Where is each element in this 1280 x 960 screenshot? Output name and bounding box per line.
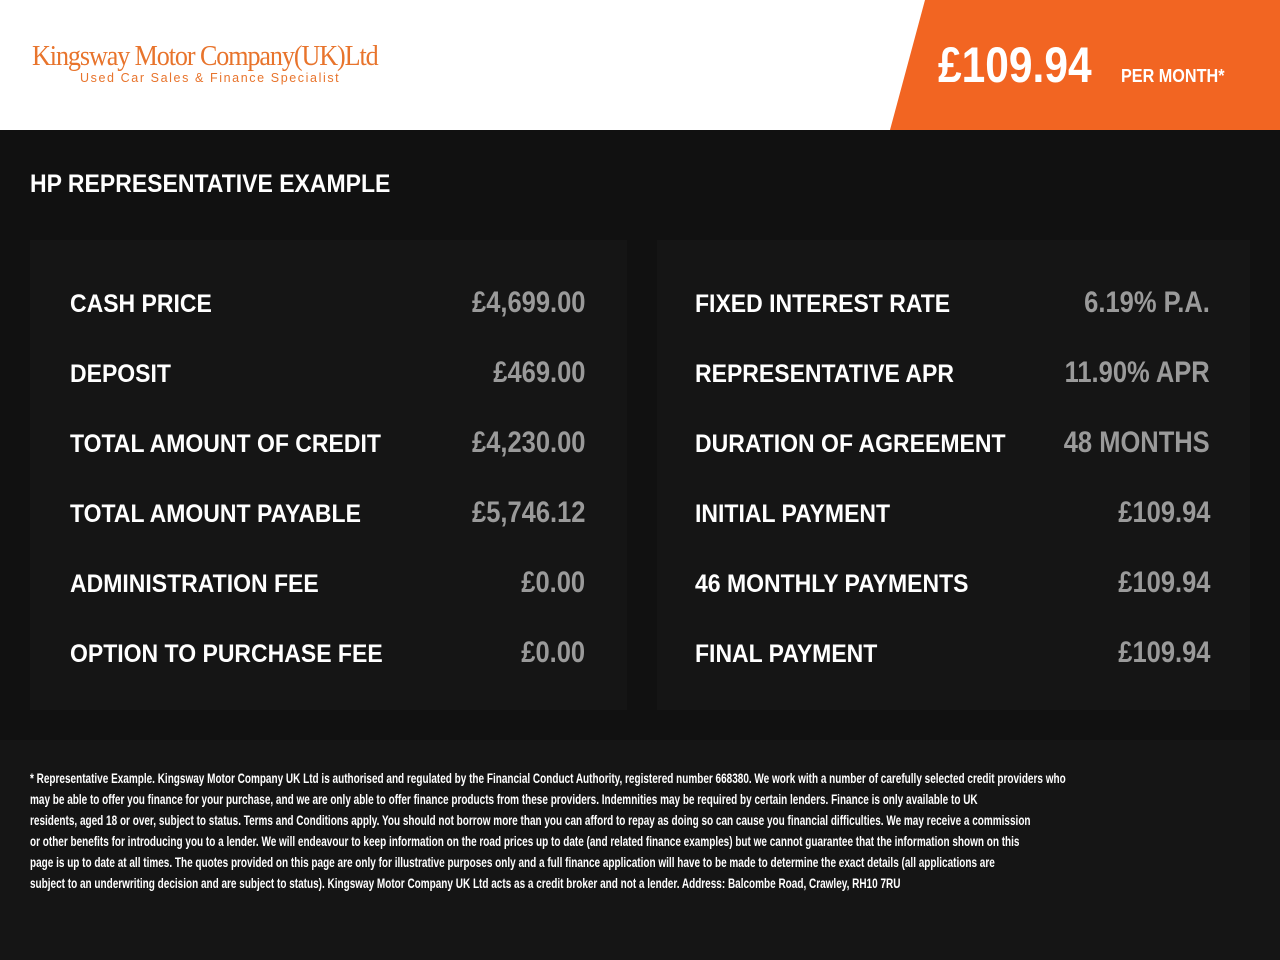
row-label: CASH PRICE — [70, 290, 212, 318]
tagline: Used Car Sales & Finance Specialist — [80, 71, 341, 85]
row-label: FIXED INTEREST RATE — [695, 290, 951, 318]
disclaimer-line: subject to an underwriting decision and … — [30, 876, 901, 891]
disclaimer-line: page is up to date at all times. The quo… — [30, 855, 995, 870]
price-banner — [890, 0, 1280, 130]
row-label: INITIAL PAYMENT — [695, 500, 891, 528]
price-suffix: PER MONTH* — [1121, 66, 1225, 86]
disclaimer-line: * Representative Example. Kingsway Motor… — [30, 771, 1066, 786]
section-title: HP REPRESENTATIVE EXAMPLE — [30, 170, 391, 198]
disclaimer-line: may be able to offer you finance for you… — [30, 792, 978, 807]
footer — [0, 740, 1280, 960]
row-value: £5,746.12 — [471, 496, 585, 529]
row-value: £109.94 — [1117, 636, 1210, 669]
monthly-price: £109.94 — [938, 37, 1092, 93]
row-label: DURATION OF AGREEMENT — [695, 430, 1006, 458]
left-panel — [30, 240, 627, 710]
row-value: £0.00 — [521, 566, 585, 599]
disclaimer-line: residents, aged 18 or over, subject to s… — [30, 813, 1031, 828]
disclaimer-line: or other benefits for introducing you to… — [30, 834, 1020, 849]
row-label: OPTION TO PURCHASE FEE — [70, 640, 383, 668]
row-value: £4,699.00 — [471, 286, 585, 319]
row-value: £4,230.00 — [471, 426, 585, 459]
row-label: TOTAL AMOUNT OF CREDIT — [70, 430, 381, 458]
row-label: REPRESENTATIVE APR — [695, 360, 955, 388]
row-label: TOTAL AMOUNT PAYABLE — [70, 500, 361, 528]
row-value: £0.00 — [521, 636, 585, 669]
row-label: FINAL PAYMENT — [695, 640, 878, 668]
logo: Kingsway Motor Company(UK)Ltd — [32, 40, 379, 72]
row-value: 48 MONTHS — [1064, 426, 1210, 459]
row-label: DEPOSIT — [70, 360, 171, 388]
row-value: £109.94 — [1117, 496, 1210, 529]
row-label: ADMINISTRATION FEE — [70, 570, 319, 598]
right-panel — [657, 240, 1250, 710]
row-value: 11.90% APR — [1064, 356, 1210, 389]
row-value: £469.00 — [492, 356, 585, 389]
row-value: 6.19% P.A. — [1084, 286, 1210, 319]
row-label: 46 MONTHLY PAYMENTS — [695, 570, 969, 598]
row-value: £109.94 — [1117, 566, 1210, 599]
